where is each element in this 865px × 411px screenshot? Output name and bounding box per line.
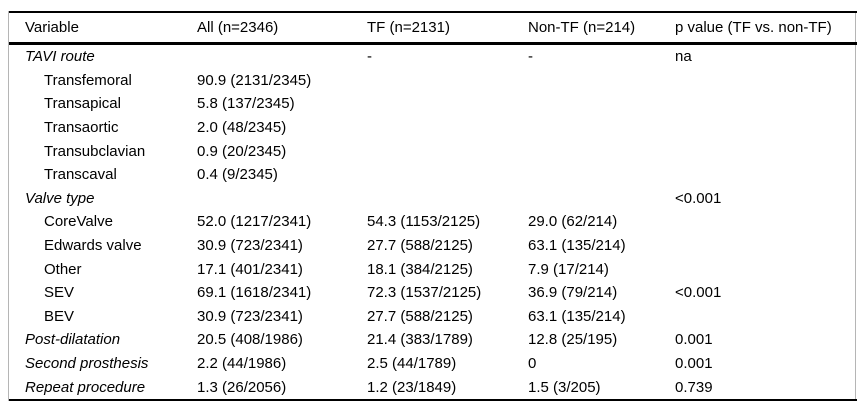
cell-tf: 18.1 (384/2125) <box>367 260 473 278</box>
table-row: Edwards valve 30.9 (723/2341) 27.7 (588/21… <box>9 234 857 258</box>
cell-tf <box>351 187 512 211</box>
cell-all: 2.0 (48/2345) <box>197 119 287 137</box>
cell-all: 90.9 (2131/2345) <box>197 71 312 89</box>
cell-all <box>181 44 351 69</box>
cell-tf <box>351 163 512 187</box>
cell-variable: Transfemoral <box>44 71 132 89</box>
cell-p-value: 0.001 <box>675 355 713 373</box>
table-row: TAVI route - - na <box>9 44 857 69</box>
cell-non-tf <box>512 92 659 116</box>
cell-p-value <box>659 139 857 163</box>
cell-non-tf: 12.8 (25/195) <box>528 331 618 349</box>
table-row: Transaortic 2.0 (48/2345) <box>9 116 857 140</box>
cell-all: 2.2 (44/1986) <box>197 355 287 373</box>
cell-variable: Post-dilatation <box>25 331 121 349</box>
cell-all: 1.3 (26/2056) <box>197 378 287 396</box>
column-header-tf: TF (n=2131) <box>367 19 450 36</box>
cell-variable: CoreValve <box>44 213 113 231</box>
column-header-non-tf: Non-TF (n=214) <box>528 19 636 36</box>
cell-tf: 72.3 (1537/2125) <box>367 284 482 302</box>
cell-variable: Other <box>44 260 82 278</box>
cell-non-tf: 63.1 (135/214) <box>528 237 626 255</box>
table-row: CoreValve 52.0 (1217/2341) 54.3 (1153/2125… <box>9 210 857 234</box>
table-row: Repeat procedure 1.3 (26/2056) 1.2 (23/184… <box>9 375 857 400</box>
cell-p-value <box>659 69 857 93</box>
cell-variable: Second prosthesis <box>25 355 149 373</box>
table-row: Transubclavian 0.9 (20/2345) <box>9 139 857 163</box>
table-row: Transfemoral 90.9 (2131/2345) <box>9 69 857 93</box>
table-row: SEV 69.1 (1618/2341) 72.3 (1537/2125) 36.9 … <box>9 281 857 305</box>
table-row: Transapical 5.8 (137/2345) <box>9 92 857 116</box>
cell-p-value: na <box>675 48 692 66</box>
cell-p-value <box>659 305 857 329</box>
cell-non-tf: - <box>528 48 533 66</box>
cell-non-tf: 7.9 (17/214) <box>528 260 609 278</box>
cell-tf <box>351 92 512 116</box>
cell-all <box>181 187 351 211</box>
table-row: Second prosthesis 2.2 (44/1986) 2.5 (44/17… <box>9 352 857 376</box>
table-body: TAVI route - - na Transfemoral 90.9 (2131/234… <box>9 44 857 400</box>
cell-non-tf <box>512 163 659 187</box>
cell-non-tf <box>512 69 659 93</box>
cell-all: 20.5 (408/1986) <box>197 331 303 349</box>
cell-non-tf <box>512 139 659 163</box>
cell-p-value: <0.001 <box>675 189 722 207</box>
cell-p-value: 0.001 <box>675 331 713 349</box>
column-header-variable: Variable <box>25 19 79 36</box>
cell-tf: 1.2 (23/1849) <box>367 378 457 396</box>
table-row: Other 17.1 (401/2341) 18.1 (384/2125) 7.9 (… <box>9 257 857 281</box>
cell-tf <box>351 116 512 140</box>
cell-non-tf: 63.1 (135/214) <box>528 307 626 325</box>
cell-tf: 54.3 (1153/2125) <box>367 213 481 231</box>
cell-p-value: <0.001 <box>675 284 722 302</box>
cell-variable: Transubclavian <box>44 142 146 160</box>
cell-non-tf <box>512 116 659 140</box>
cell-non-tf: 1.5 (3/205) <box>528 378 601 396</box>
cell-variable: Repeat procedure <box>25 378 146 396</box>
cell-all: 5.8 (137/2345) <box>197 95 295 113</box>
table-row: BEV 30.9 (723/2341) 27.7 (588/2125) 63.1 (1… <box>9 305 857 329</box>
table-row: Valve type <0.001 <box>9 187 857 211</box>
cell-all: 0.4 (9/2345) <box>197 166 278 184</box>
cell-p-value <box>659 92 857 116</box>
cell-variable: BEV <box>44 307 75 325</box>
cell-tf: 27.7 (588/2125) <box>367 237 473 255</box>
table-row: Transcaval 0.4 (9/2345) <box>9 163 857 187</box>
cell-p-value <box>659 234 857 258</box>
cell-variable: Transcaval <box>44 166 117 184</box>
cell-all: 30.9 (723/2341) <box>197 307 303 325</box>
header-row: Variable All (n=2346) TF (n=2131) Non-TF… <box>9 12 857 44</box>
data-table: Variable All (n=2346) TF (n=2131) Non-TF… <box>9 11 857 401</box>
procedural-characteristics-table: Variable All (n=2346) TF (n=2131) Non-TF… <box>8 11 857 401</box>
cell-p-value: 0.739 <box>675 378 713 396</box>
table-row: Post-dilatation 20.5 (408/1986) 21.4 (383/… <box>9 328 857 352</box>
cell-variable: SEV <box>44 284 75 302</box>
cell-variable: Valve type <box>25 189 95 207</box>
cell-tf: - <box>367 48 372 66</box>
cell-tf: 21.4 (383/1789) <box>367 331 473 349</box>
cell-all: 0.9 (20/2345) <box>197 142 287 160</box>
cell-p-value <box>659 257 857 281</box>
column-header-p-value: p value (TF vs. non-TF) <box>675 19 832 36</box>
cell-all: 52.0 (1217/2341) <box>197 213 312 231</box>
cell-tf: 27.7 (588/2125) <box>367 307 473 325</box>
cell-all: 17.1 (401/2341) <box>197 260 303 278</box>
cell-p-value <box>659 210 857 234</box>
cell-tf: 2.5 (44/1789) <box>367 355 457 373</box>
cell-non-tf: 36.9 (79/214) <box>528 284 618 302</box>
column-header-all: All (n=2346) <box>197 19 279 36</box>
cell-all: 69.1 (1618/2341) <box>197 284 312 302</box>
cell-non-tf <box>512 187 659 211</box>
cell-p-value <box>659 163 857 187</box>
cell-p-value <box>659 116 857 140</box>
cell-tf <box>351 139 512 163</box>
cell-variable: TAVI route <box>25 48 95 66</box>
cell-tf <box>351 69 512 93</box>
cell-non-tf: 0 <box>528 355 537 373</box>
cell-all: 30.9 (723/2341) <box>197 237 303 255</box>
cell-variable: Transapical <box>44 95 121 113</box>
cell-variable: Transaortic <box>44 119 119 137</box>
cell-variable: Edwards valve <box>44 237 142 255</box>
cell-non-tf: 29.0 (62/214) <box>528 213 618 231</box>
